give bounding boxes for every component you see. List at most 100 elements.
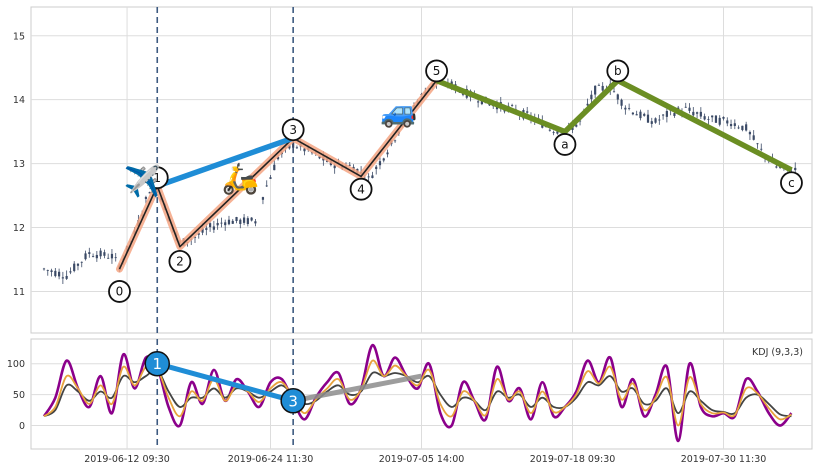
ind-ytick-0: 0 <box>19 421 25 432</box>
candle-body-162 <box>658 119 661 121</box>
xtick-1: 2019-06-24 11:30 <box>228 454 314 465</box>
candle-body-56 <box>254 221 257 224</box>
candle-body-174 <box>703 116 706 120</box>
candle-body-13 <box>91 256 95 257</box>
wave-label-0: 0 <box>116 285 124 299</box>
xtick-4: 2019-07-30 11:30 <box>681 454 767 465</box>
wave-1-3-connector <box>156 135 295 189</box>
candle-body-47 <box>220 222 223 224</box>
candle-body-135 <box>556 131 559 134</box>
candle-body-172 <box>695 112 699 114</box>
candle-body-72 <box>318 156 321 159</box>
candle-body-176 <box>711 115 714 118</box>
candle-body-41 <box>197 233 200 235</box>
emoji-marker-0: ✈️ <box>123 163 160 200</box>
candle-body-154 <box>628 107 631 109</box>
price-ytick-0: 11 <box>13 287 25 298</box>
candle-body-4 <box>58 271 61 277</box>
wave-label-circle-1 <box>145 166 169 190</box>
candle-body-150 <box>612 91 616 93</box>
candle-body-15 <box>99 250 102 257</box>
candle-body-49 <box>227 219 231 225</box>
emoji-markers: ✈️ 🛵 🚙 <box>123 94 417 199</box>
wave-label-1: 1 <box>153 171 161 185</box>
divergence-point-1 <box>280 388 306 414</box>
wave-label-circle-2 <box>168 250 192 273</box>
candle-body-185 <box>745 124 748 131</box>
candle-body-64 <box>288 144 291 149</box>
xtick-2: 2019-07-05 14:00 <box>379 454 465 465</box>
candle-body-184 <box>741 125 744 131</box>
impulse-wave-line <box>118 80 438 270</box>
candle-body-0 <box>42 268 46 270</box>
candle-body-186 <box>748 132 752 135</box>
candle-body-42 <box>201 228 204 233</box>
candle-body-181 <box>729 124 733 127</box>
candle-body-177 <box>714 115 718 123</box>
candle-body-198 <box>794 167 797 171</box>
candle-body-87 <box>375 166 378 170</box>
candle-body-50 <box>231 220 234 224</box>
candle-body-144 <box>590 94 593 100</box>
candle-body-107 <box>450 81 453 86</box>
divergence-label-0: 1 <box>152 355 162 373</box>
candle-body-92 <box>393 140 397 142</box>
candle-body-182 <box>733 123 736 126</box>
candle-body-53 <box>242 217 246 223</box>
candle-body-40 <box>193 236 197 238</box>
candle-body-89 <box>382 158 385 161</box>
candle-body-1 <box>46 270 49 271</box>
wave-label-5: 5 <box>433 64 441 78</box>
candle-body-17 <box>107 257 110 259</box>
candle-body-145 <box>594 85 597 95</box>
candle-body-80 <box>348 164 351 166</box>
wave-label-7: b <box>614 64 622 78</box>
candle-body-60 <box>273 164 276 171</box>
divergence-point-0 <box>144 350 170 377</box>
candle-body-9 <box>76 263 80 266</box>
candle-body-27 <box>144 197 148 199</box>
divergence-gray-line <box>292 373 422 404</box>
candle-body-134 <box>552 132 555 134</box>
candle-body-5 <box>61 277 64 279</box>
candle-body-6 <box>65 275 68 279</box>
candle-body-193 <box>775 166 778 168</box>
candle-body-151 <box>616 94 619 100</box>
candle-body-163 <box>662 114 665 116</box>
candle-body-52 <box>239 219 242 224</box>
kdj-legend: KDJ (9,3,3) <box>752 347 803 358</box>
wave-label-8: c <box>788 176 795 190</box>
candle-body-68 <box>303 148 306 152</box>
candle-body-169 <box>684 106 687 108</box>
candle-body-7 <box>69 271 72 273</box>
candle-body-127 <box>526 111 529 113</box>
candle-body-48 <box>224 222 227 226</box>
divergence-label-1: 3 <box>288 392 298 410</box>
candle-body-166 <box>673 113 676 116</box>
candle-body-90 <box>386 152 389 155</box>
candle-body-141 <box>578 120 582 122</box>
candle-body-66 <box>295 147 299 149</box>
candle-body-152 <box>620 99 623 106</box>
candle-body-44 <box>209 223 212 228</box>
kdj-line-k <box>43 359 792 427</box>
wave-label-circle-6 <box>553 133 577 156</box>
wave-label-6: a <box>561 138 568 152</box>
price-ytick-3: 14 <box>13 95 25 106</box>
wave-labels: 0 1 2 3 4 5 a b c <box>108 59 803 303</box>
candle-body-173 <box>699 111 702 117</box>
kdj-line-d <box>43 368 792 418</box>
candle-body-157 <box>639 111 642 119</box>
candle-body-54 <box>246 218 249 225</box>
emoji-marker-2: 🚙 <box>380 94 417 129</box>
candle-body-11 <box>84 253 87 260</box>
xtick-0: 2019-06-12 09:30 <box>84 454 170 465</box>
candle-body-187 <box>752 135 755 140</box>
candle-body-28 <box>148 192 151 194</box>
wave-label-circle-5 <box>425 59 449 83</box>
ind-ytick-1: 50 <box>13 390 25 401</box>
wave-label-circle-0 <box>108 280 131 303</box>
